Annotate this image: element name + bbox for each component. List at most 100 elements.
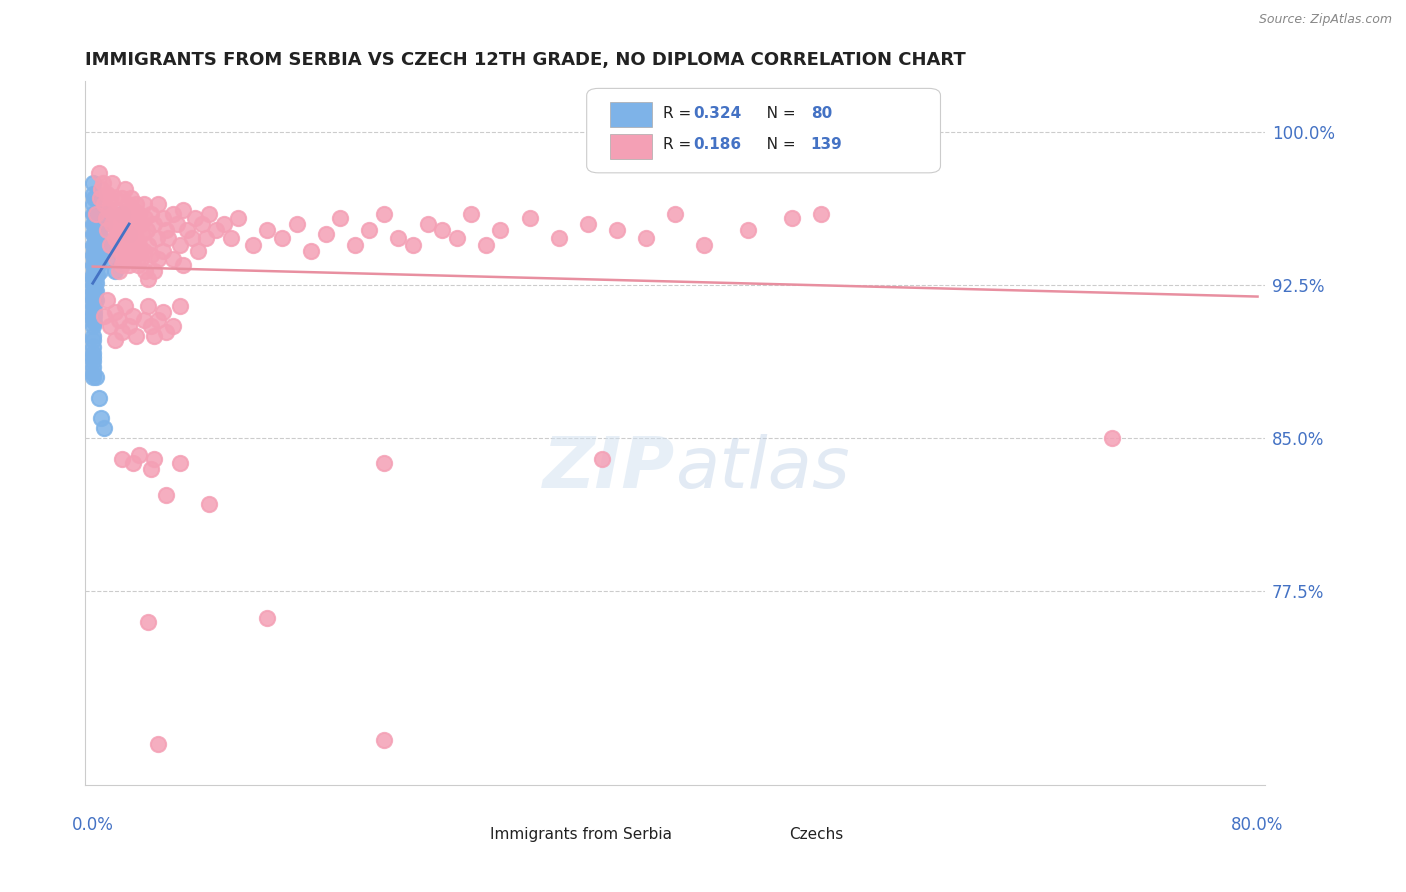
Point	[96, 293, 118, 307]
Point	[148, 196, 170, 211]
Point	[1101, 431, 1123, 445]
Point	[121, 237, 143, 252]
Point	[82, 353, 104, 368]
Point	[83, 252, 105, 266]
Point	[198, 207, 221, 221]
Point	[114, 299, 136, 313]
Point	[93, 309, 115, 323]
Point	[82, 207, 104, 221]
Point	[98, 319, 121, 334]
Point	[110, 244, 132, 258]
Point	[82, 370, 104, 384]
Point	[387, 231, 409, 245]
Text: 80: 80	[811, 105, 832, 120]
Point	[205, 223, 228, 237]
Point	[114, 182, 136, 196]
Point	[83, 244, 105, 258]
Point	[693, 237, 716, 252]
Point	[82, 268, 104, 282]
Text: 80.0%: 80.0%	[1232, 815, 1284, 834]
Point	[129, 252, 152, 266]
Point	[112, 207, 135, 221]
Text: N =: N =	[752, 137, 800, 153]
Point	[86, 268, 108, 282]
Point	[84, 207, 107, 221]
Point	[139, 207, 162, 221]
Point	[82, 227, 104, 242]
Point	[90, 231, 112, 245]
Point	[176, 223, 198, 237]
Point	[142, 451, 165, 466]
Point	[191, 217, 214, 231]
Point	[98, 237, 121, 252]
Point	[83, 309, 105, 323]
Point	[111, 451, 134, 466]
Text: R =: R =	[664, 137, 696, 153]
Point	[86, 244, 108, 258]
Point	[124, 223, 146, 237]
Point	[136, 272, 159, 286]
Point	[97, 202, 120, 217]
Point	[118, 319, 141, 334]
Point	[82, 293, 104, 307]
Point	[114, 252, 136, 266]
Point	[82, 309, 104, 323]
Point	[87, 391, 110, 405]
Point	[82, 237, 104, 252]
Text: IMMIGRANTS FROM SERBIA VS CZECH 12TH GRADE, NO DIPLOMA CORRELATION CHART: IMMIGRANTS FROM SERBIA VS CZECH 12TH GRA…	[86, 51, 966, 69]
Text: atlas: atlas	[675, 434, 849, 503]
Point	[82, 186, 104, 201]
Point	[737, 223, 759, 237]
Point	[780, 211, 803, 225]
Point	[82, 339, 104, 353]
Point	[111, 325, 134, 339]
Point	[169, 237, 191, 252]
Point	[84, 370, 107, 384]
Point	[82, 272, 104, 286]
Point	[83, 258, 105, 272]
Point	[83, 227, 105, 242]
Point	[84, 293, 107, 307]
Point	[136, 615, 159, 629]
Point	[83, 191, 105, 205]
Point	[82, 258, 104, 272]
Point	[87, 223, 110, 237]
Bar	[752, 818, 782, 836]
Point	[83, 315, 105, 329]
Point	[195, 231, 218, 245]
Point	[373, 456, 395, 470]
Point	[108, 313, 131, 327]
Point	[84, 223, 107, 237]
Bar	[610, 134, 651, 159]
Point	[132, 313, 155, 327]
Point	[94, 207, 117, 221]
Point	[122, 309, 145, 323]
Point	[82, 359, 104, 374]
FancyBboxPatch shape	[586, 88, 941, 173]
Point	[315, 227, 337, 242]
Point	[152, 211, 174, 225]
Point	[82, 345, 104, 359]
Point	[136, 299, 159, 313]
Point	[111, 207, 134, 221]
Point	[343, 237, 366, 252]
Point	[120, 223, 142, 237]
Point	[129, 217, 152, 231]
Point	[120, 248, 142, 262]
Point	[103, 305, 125, 319]
Point	[86, 217, 108, 231]
Point	[82, 248, 104, 262]
Point	[93, 217, 115, 231]
Point	[82, 305, 104, 319]
Text: Czechs: Czechs	[790, 828, 844, 842]
Point	[90, 211, 112, 225]
Point	[664, 207, 686, 221]
Point	[242, 237, 264, 252]
Bar	[610, 103, 651, 127]
Point	[157, 231, 180, 245]
Point	[82, 319, 104, 334]
Point	[98, 191, 121, 205]
Point	[198, 497, 221, 511]
Point	[634, 231, 657, 245]
Point	[125, 196, 148, 211]
